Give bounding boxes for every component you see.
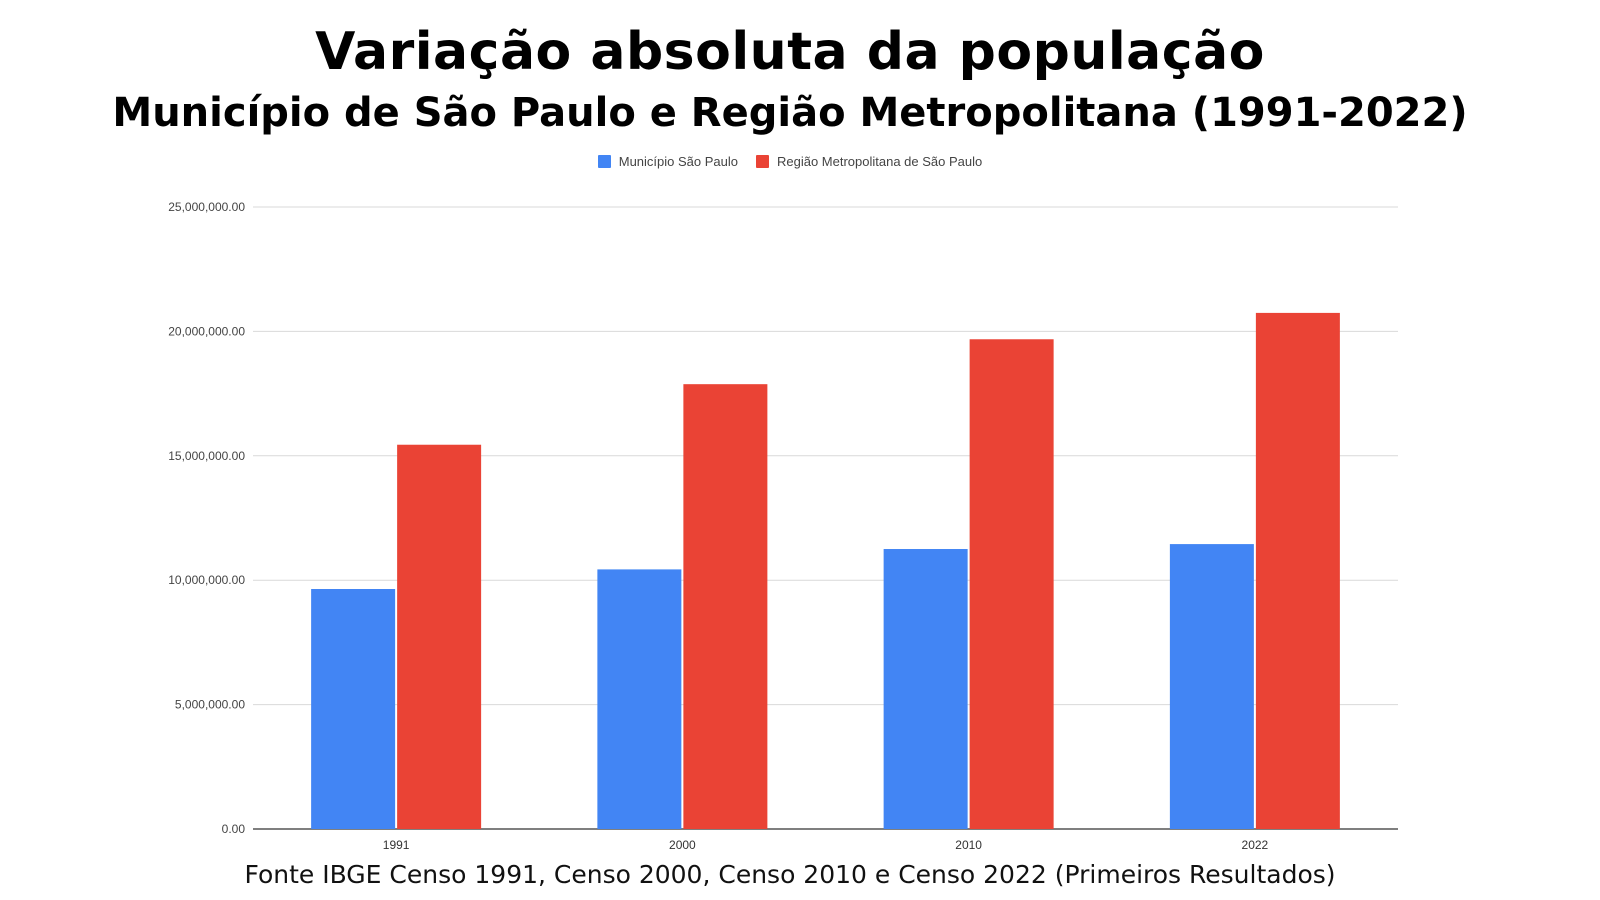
legend-label-regiao: Região Metropolitana de São Paulo [776,154,983,169]
bar-regiao-2000 [683,384,768,829]
x-tick-label: 1991 [383,838,410,852]
y-tick-label: 15,000,000.00 [168,449,245,463]
legend-item-regiao: Região Metropolitana de São Paulo [755,154,983,169]
bar-regiao-2022 [1255,312,1340,830]
chart-subtitle: Município de São Paulo e Região Metropol… [112,90,1468,136]
chart-title: Variação absoluta da população [315,22,1265,82]
legend-swatch-municipio [597,155,611,168]
x-tick-label: 2010 [955,838,982,852]
x-tick-label: 2000 [669,838,696,852]
bar-municipio-2022 [1169,544,1254,829]
legend: Município São Paulo Região Metropolitana… [0,154,1580,169]
legend-swatch-regiao [755,155,769,168]
y-tick-label: 10,000,000.00 [168,573,245,587]
legend-label-municipio: Município São Paulo [618,154,738,169]
bar-regiao-1991 [397,444,482,829]
legend-item-municipio: Município São Paulo [597,154,738,169]
source-footer: Fonte IBGE Censo 1991, Censo 2000, Censo… [244,860,1336,889]
bar-municipio-2000 [597,569,682,829]
bar-regiao-2010 [969,339,1054,829]
y-tick-label: 20,000,000.00 [168,324,245,338]
bar-municipio-1991 [311,589,396,829]
x-tick-label: 2022 [1242,838,1269,852]
bar-municipio-2010 [883,549,968,829]
y-tick-label: 5,000,000.00 [175,698,245,712]
y-tick-label: 0.00 [222,822,246,836]
y-tick-label: 25,000,000.00 [168,200,245,214]
